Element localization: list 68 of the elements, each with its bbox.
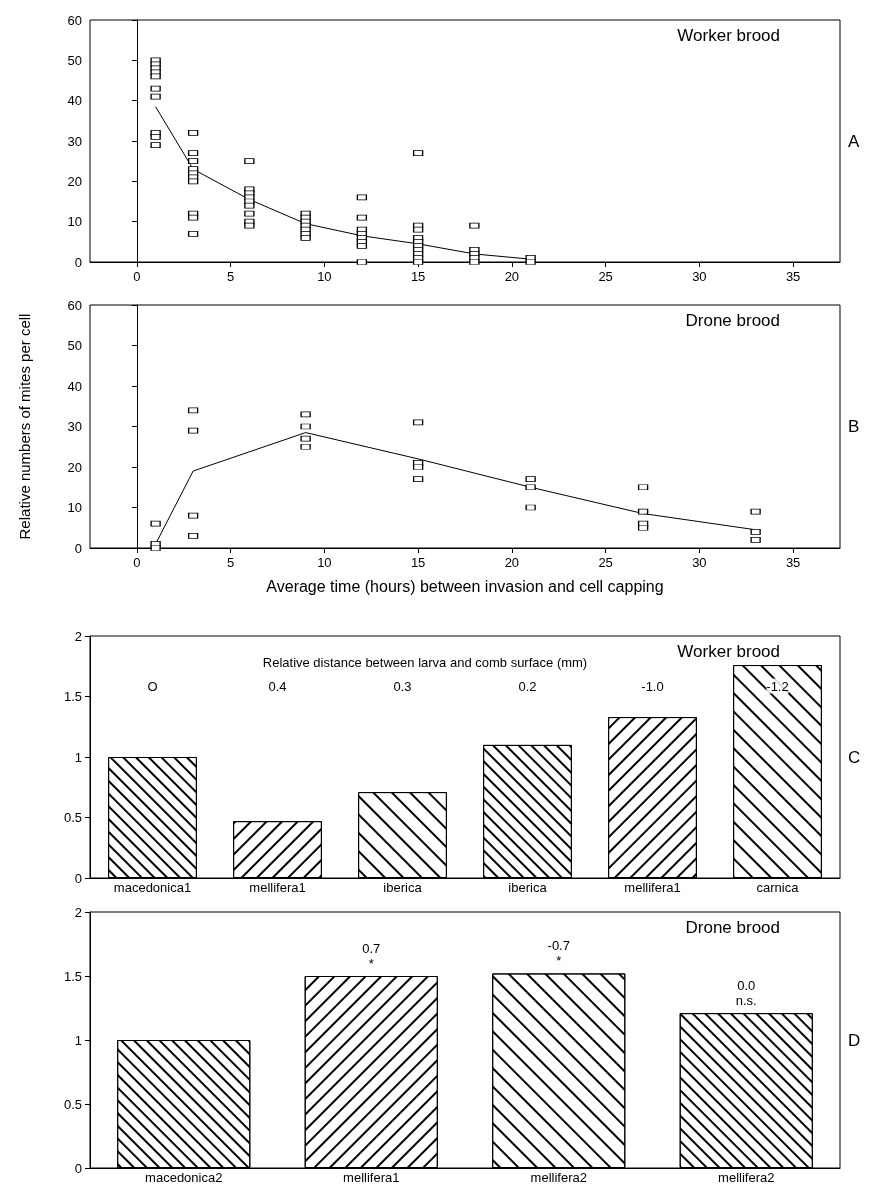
chart-title: Drone brood <box>685 918 781 937</box>
annotation: 0.0 n.s. <box>735 978 757 1009</box>
x-tick-label: 10 <box>317 269 332 284</box>
x-tick-label: 35 <box>785 555 801 570</box>
x-tick-label: 5 <box>227 269 235 284</box>
annotation: -1.2 <box>766 678 789 694</box>
x-tick-label: macedonica2 <box>145 1170 223 1185</box>
chart-title: Drone brood <box>685 311 781 330</box>
annotation: -1.0 <box>641 678 664 694</box>
x-axis-title: Average time (hours) between invasion and cell capping <box>266 577 664 595</box>
y-tick-label: 2 <box>74 628 82 644</box>
x-tick-label: 35 <box>785 269 801 284</box>
x-tick-label: 25 <box>598 269 613 284</box>
chart-title: Worker brood <box>677 26 781 45</box>
x-tick-label: 30 <box>692 269 707 284</box>
y-tick-label: 0 <box>74 540 82 556</box>
text: B <box>848 417 860 436</box>
annotation: O <box>147 678 158 694</box>
y-tick-label: 2 <box>74 904 82 920</box>
annotation: -0.7 * <box>547 938 570 969</box>
x-tick-label: 5 <box>227 555 235 570</box>
y-tick-label: 1 <box>74 749 82 765</box>
text: A <box>848 131 860 151</box>
x-tick-label: 15 <box>410 555 426 570</box>
y-tick-label: 0.5 <box>63 810 82 825</box>
x-tick-label: mellifera1 <box>624 880 681 895</box>
x-tick-label: mellifera2 <box>718 1170 775 1185</box>
y-tick-label: 40 <box>67 378 82 394</box>
x-tick-label: mellifera2 <box>530 1170 587 1185</box>
y-tick-label: 1.5 <box>63 689 82 704</box>
x-tick-label: 20 <box>504 555 520 570</box>
y-tick-label: 40 <box>67 93 82 109</box>
y-tick-label: 0 <box>74 254 82 270</box>
y-tick-label: 50 <box>67 338 82 353</box>
y-tick-label: 60 <box>67 297 82 313</box>
x-tick-label: 15 <box>410 269 426 284</box>
x-tick-label: iberica <box>508 880 548 895</box>
text: C <box>848 747 861 767</box>
y-tick-label: 30 <box>67 133 82 149</box>
annotation: Relative distance between larva and comb surface (mm) <box>262 654 588 670</box>
chart-title: Worker brood <box>677 642 781 661</box>
x-tick-label: macedonica1 <box>113 880 192 895</box>
x-tick-label: 0 <box>133 555 141 570</box>
y-tick-label: 20 <box>67 173 82 189</box>
y-tick-label: 30 <box>67 419 82 434</box>
annotation: 0.3 <box>393 678 412 694</box>
annotation: 0.4 <box>268 678 287 694</box>
x-tick-label: mellifera1 <box>249 880 306 895</box>
y-tick-label: 10 <box>67 500 82 515</box>
y-tick-label: 20 <box>67 459 82 475</box>
x-tick-label: 10 <box>317 555 332 570</box>
x-tick-label: 30 <box>692 555 707 570</box>
annotation: 0.2 <box>518 678 537 694</box>
x-tick-label: iberica <box>383 880 423 895</box>
y-tick-label: 0.5 <box>63 1096 82 1112</box>
x-tick-label: carnica <box>756 880 800 895</box>
x-tick-label: 0 <box>133 269 141 284</box>
text: D <box>848 1030 861 1050</box>
y-tick-label: 10 <box>67 214 82 230</box>
y-tick-label: 60 <box>67 12 82 28</box>
annotation: 0.7 * <box>362 941 381 971</box>
y-tick-label: 1 <box>74 1032 82 1048</box>
x-tick-label: mellifera1 <box>343 1170 400 1185</box>
x-tick-label: 20 <box>504 269 520 284</box>
y-axis-title: Relative numbers of mites per cell <box>16 313 33 540</box>
y-tick-label: 50 <box>67 52 82 68</box>
x-tick-label: 25 <box>598 555 613 570</box>
y-tick-label: 1.5 <box>63 968 82 984</box>
